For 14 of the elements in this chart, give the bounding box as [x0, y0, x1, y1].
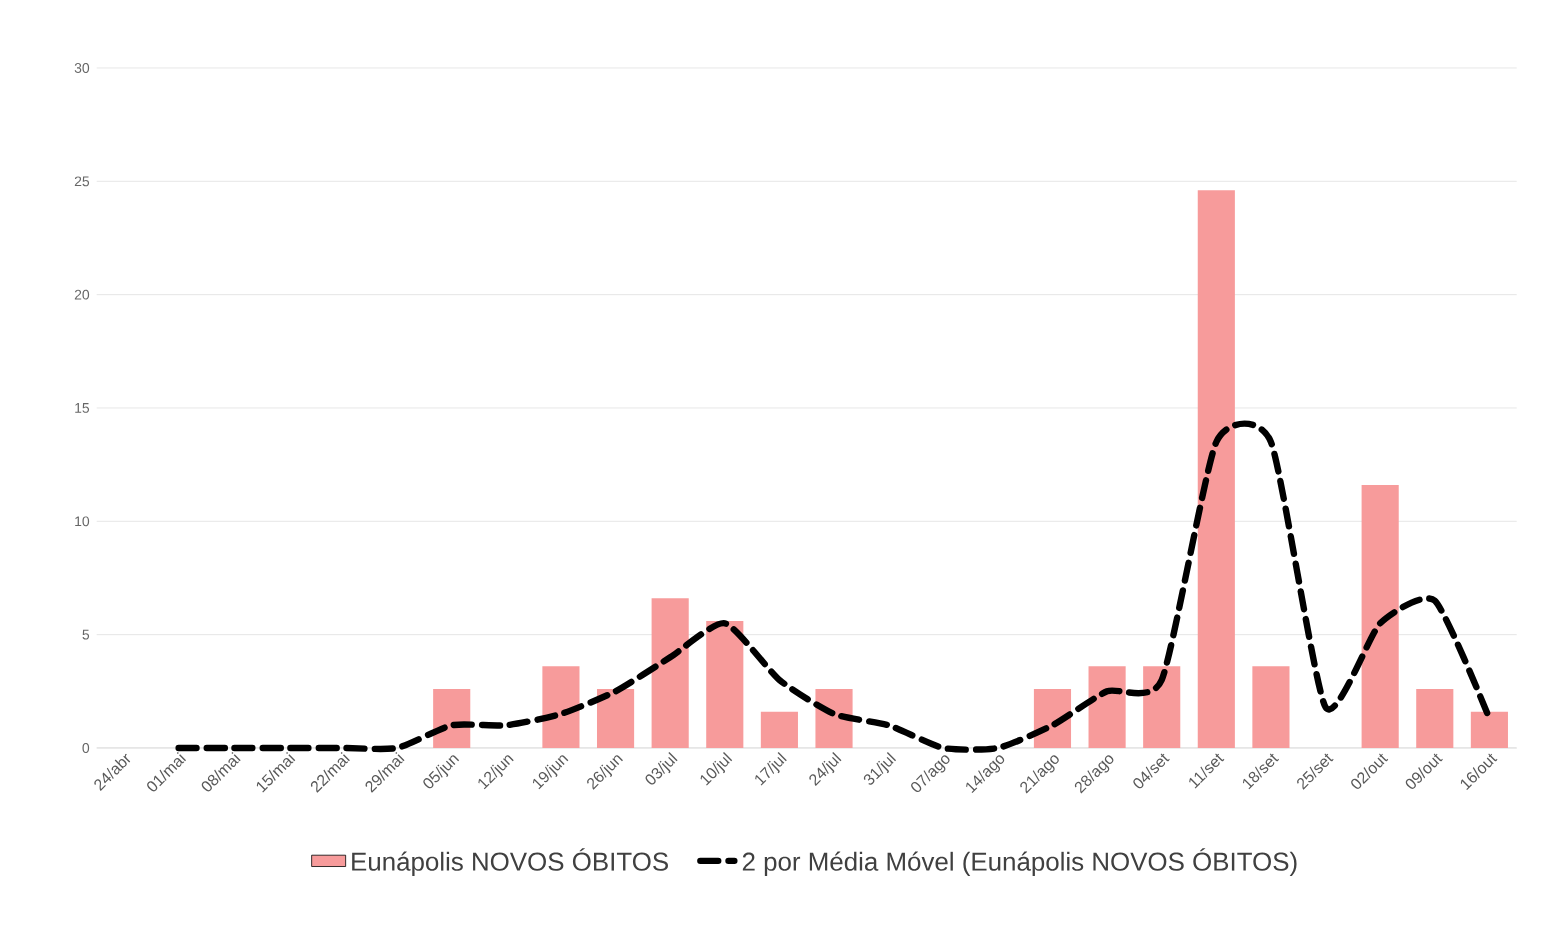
- bar: [1252, 666, 1290, 748]
- bar: [596, 689, 635, 748]
- bar: [1088, 666, 1126, 748]
- bar: [542, 666, 580, 748]
- legend-label: 2 por Média Móvel (Eunápolis NOVOS ÓBITOS): [742, 848, 1297, 876]
- bar: [760, 711, 798, 748]
- bar: [706, 621, 744, 748]
- bar: [1416, 689, 1454, 748]
- bar: [1361, 485, 1399, 748]
- bar: [1143, 666, 1181, 748]
- legend-label: Eunápolis NOVOS ÓBITOS: [352, 848, 668, 876]
- bar: [1197, 190, 1235, 748]
- bar: [651, 598, 689, 748]
- bar: [1470, 711, 1508, 748]
